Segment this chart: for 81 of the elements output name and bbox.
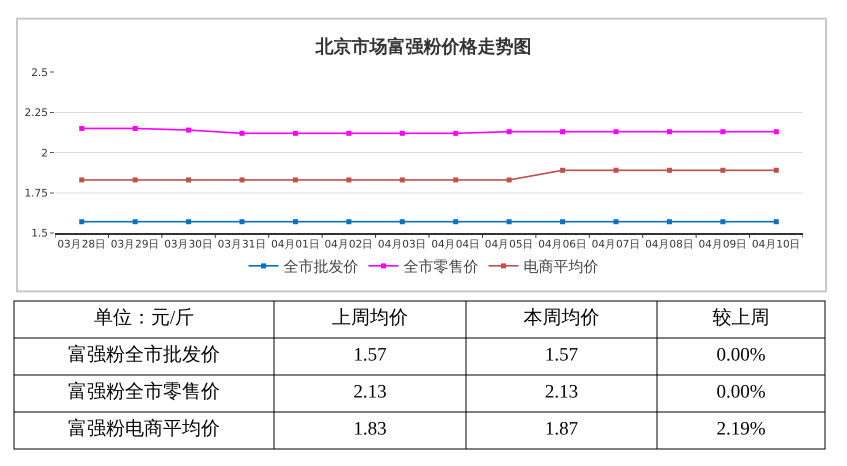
point — [132, 126, 138, 131]
x-tick-label: 04月05日 — [484, 238, 534, 250]
point — [240, 219, 244, 224]
text: 0.00% — [716, 381, 766, 402]
category-label: 上周均价 — [332, 307, 408, 328]
point — [79, 177, 84, 182]
x-tick-label: 03月28日 — [57, 238, 106, 250]
x-tick-label: 04月08日 — [645, 238, 694, 250]
point — [560, 219, 566, 224]
text: 1.83 — [353, 418, 387, 440]
x-tick-label: 04月01日 — [271, 238, 320, 250]
point — [614, 168, 618, 173]
point — [720, 168, 726, 173]
text: 2.19% — [716, 418, 766, 440]
text: 0.00% — [716, 344, 766, 366]
x-tick-label: 03月30日 — [164, 238, 213, 250]
point — [453, 219, 458, 224]
point — [400, 219, 405, 224]
text: 1.87 — [544, 418, 578, 440]
point — [666, 168, 672, 173]
point — [720, 129, 726, 134]
x-tick-label: 04月09日 — [698, 238, 748, 250]
point — [186, 219, 192, 224]
point — [666, 219, 672, 224]
text: 单位：元/斤 — [94, 307, 194, 328]
point — [292, 177, 298, 182]
category-label: 较上周 — [712, 307, 770, 328]
point — [506, 177, 512, 182]
y-tick-label: 2.5 — [31, 66, 48, 79]
point — [614, 219, 618, 224]
point — [614, 129, 618, 134]
point — [292, 219, 298, 224]
point — [346, 130, 352, 136]
category-label: 富强粉电商平均价 — [68, 418, 220, 440]
point — [400, 177, 405, 182]
x-tick-label: 04月10日 — [752, 238, 801, 250]
point — [560, 168, 566, 173]
point — [132, 177, 138, 182]
point — [453, 130, 458, 136]
point — [186, 128, 192, 133]
point — [774, 129, 779, 134]
category-label: 本周均价 — [524, 307, 600, 328]
x-tick-label: 04月06日 — [538, 238, 587, 250]
point — [506, 219, 512, 224]
x-tick-label: 04月04日 — [431, 238, 480, 250]
y-tick-label: 2 — [41, 147, 48, 160]
point — [453, 177, 458, 182]
text: 1.57 — [544, 344, 578, 366]
point — [292, 130, 298, 136]
x-tick-label: 04月03日 — [378, 238, 427, 250]
text: 2.13 — [544, 381, 578, 402]
point — [132, 219, 138, 224]
x-tick-label: 03月31日 — [218, 238, 266, 250]
x-tick-label: 04月07日 — [592, 238, 640, 250]
point — [240, 130, 244, 136]
y-tick-label: 1.75 — [24, 187, 48, 200]
point — [774, 168, 779, 173]
y-tick-label: 1.5 — [31, 228, 48, 240]
point — [774, 219, 779, 224]
point — [346, 177, 352, 182]
legend-label: 全市零售价 — [404, 258, 478, 276]
legend-label: 全市批发价 — [284, 258, 358, 276]
point — [79, 126, 84, 131]
point — [666, 129, 672, 134]
point — [506, 129, 512, 134]
x-tick-label: 03月29日 — [110, 238, 160, 250]
category-label: 富强粉全市批发价 — [68, 344, 220, 366]
point — [720, 219, 726, 224]
chart-title: 北京市场富强粉价格走势图 — [314, 36, 532, 58]
point — [186, 177, 192, 182]
point — [79, 219, 84, 224]
legend-label: 电商平均价 — [524, 258, 598, 276]
y-tick-label: 2.25 — [24, 107, 48, 120]
text: 1.57 — [353, 344, 387, 366]
point — [346, 219, 352, 224]
point — [240, 177, 244, 182]
x-tick-label: 04月02日 — [324, 238, 374, 250]
text: 2.13 — [353, 381, 387, 402]
category-label: 富强粉全市零售价 — [68, 381, 220, 402]
point — [560, 129, 566, 134]
point — [400, 130, 405, 136]
